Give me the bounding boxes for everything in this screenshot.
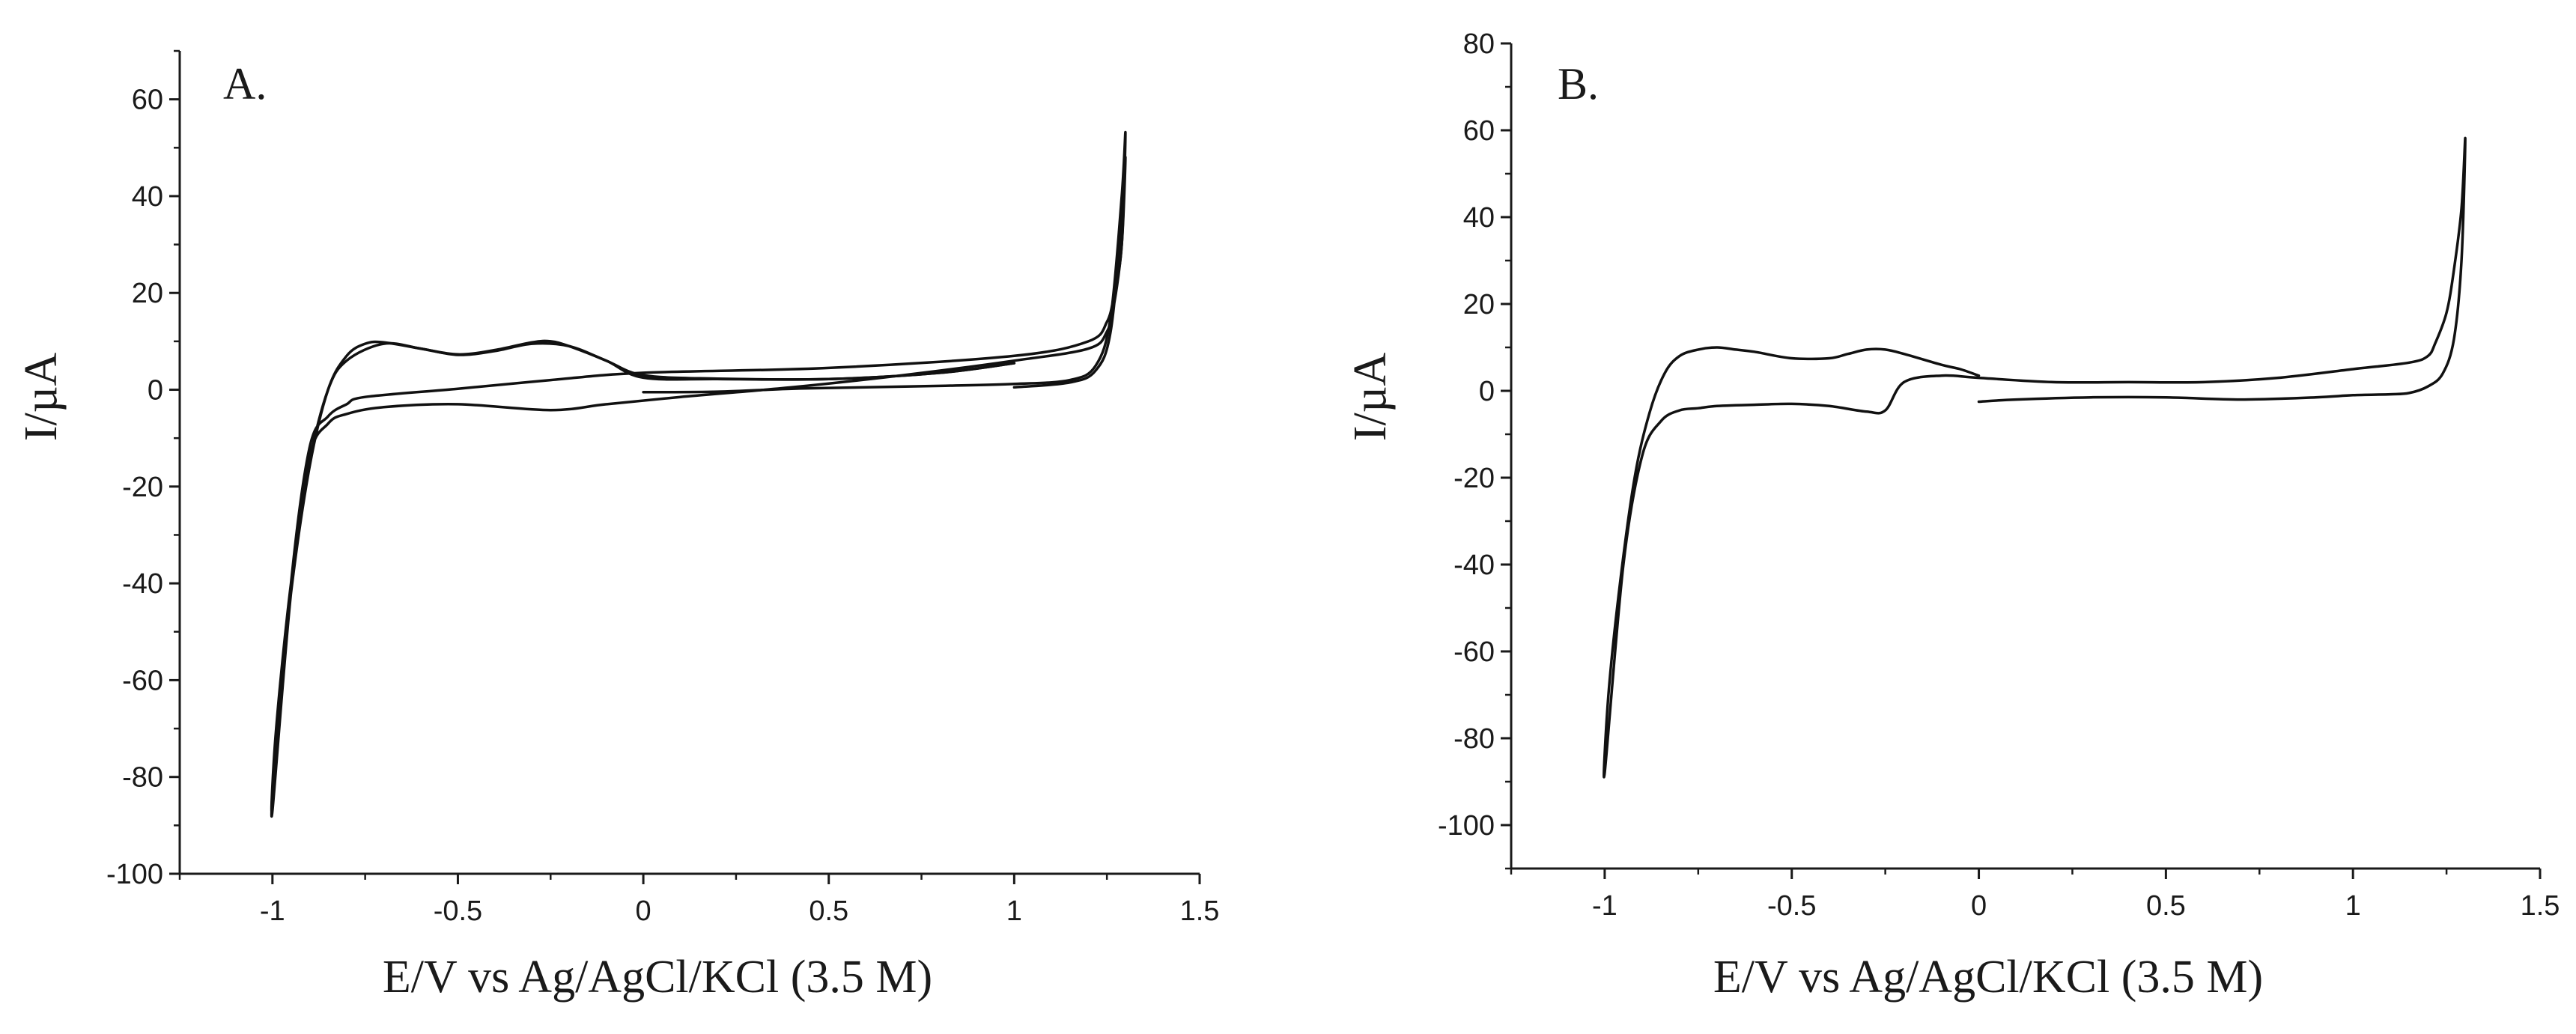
x-tick-label: 0.5 — [2146, 890, 2186, 922]
x-tick-label: -1 — [1592, 890, 1617, 922]
y-tick-label: -60 — [122, 665, 163, 696]
panel-b-y-ticks: -100 -80 -60 -40 -20 0 20 40 60 80 — [1438, 28, 1511, 870]
x-tick-label: 1.5 — [2521, 890, 2560, 922]
panel-b-label: B. — [1558, 59, 1599, 109]
series-line-2 — [270, 156, 1127, 818]
panel-a-x-axis-title: E/V vs Ag/AgCl/KCl (3.5 M) — [383, 952, 932, 1003]
y-tick-label: -20 — [122, 472, 163, 503]
x-tick-label: 1.5 — [1180, 895, 1220, 927]
y-tick-label: 0 — [1479, 376, 1495, 407]
y-tick-label: -40 — [122, 568, 163, 600]
x-tick-label: 0.5 — [809, 895, 848, 927]
x-tick-label: 1 — [2345, 890, 2361, 922]
y-tick-label: -20 — [1453, 463, 1495, 494]
x-tick-label: -0.5 — [1767, 890, 1816, 922]
panel-a: A. E/V vs Ag/AgCl/KCl (3.5 M) I/µA -100-… — [16, 49, 1220, 1003]
panel-a-y-ticks: -100 -80 -60 -40 -20 0 20 40 60 — [106, 49, 180, 890]
x-tick-label: 0 — [1971, 890, 1987, 922]
y-tick-label: 40 — [132, 181, 163, 213]
panel-a-label: A. — [223, 59, 267, 109]
panel-a-x-ticks: -1 -0.5 0 0.5 1 1.5 — [178, 874, 1220, 927]
panel-b-plot-area — [1603, 136, 2467, 779]
y-tick-label: 60 — [1463, 115, 1495, 147]
x-tick-label: 0 — [636, 895, 651, 927]
y-tick-label: -80 — [1453, 723, 1495, 755]
x-tick-label: 1 — [1006, 895, 1022, 927]
panel-a-plot-area — [270, 130, 1127, 818]
y-tick-label: -100 — [1438, 810, 1495, 842]
y-tick-label: 80 — [1463, 28, 1495, 60]
panel-b: B. E/V vs Ag/AgCl/KCl (3.5 M) I/µA -100-… — [1345, 28, 2560, 1003]
y-tick-label: -60 — [1453, 636, 1495, 668]
y-tick-label: 60 — [132, 85, 163, 116]
x-tick-label: -0.5 — [434, 895, 482, 927]
y-tick-label: -40 — [1453, 550, 1495, 581]
y-tick-label: -100 — [106, 859, 163, 890]
y-tick-label: -80 — [122, 762, 163, 794]
series-line-1 — [270, 130, 1127, 813]
y-tick-label: 20 — [132, 278, 163, 309]
panel-b-y-axis-title: I/µA — [1345, 353, 1396, 442]
y-tick-label: 40 — [1463, 202, 1495, 234]
panel-b-x-ticks: -1 -0.5 0 0.5 1 1.5 — [1510, 869, 2560, 922]
panel-b-x-axis-title: E/V vs Ag/AgCl/KCl (3.5 M) — [1713, 952, 2263, 1003]
y-tick-label: 0 — [148, 375, 163, 407]
series-line-1 — [1603, 136, 2467, 779]
y-tick-label: 20 — [1463, 289, 1495, 320]
panel-a-y-axis-title: I/µA — [16, 353, 67, 442]
x-tick-label: -1 — [260, 895, 285, 927]
